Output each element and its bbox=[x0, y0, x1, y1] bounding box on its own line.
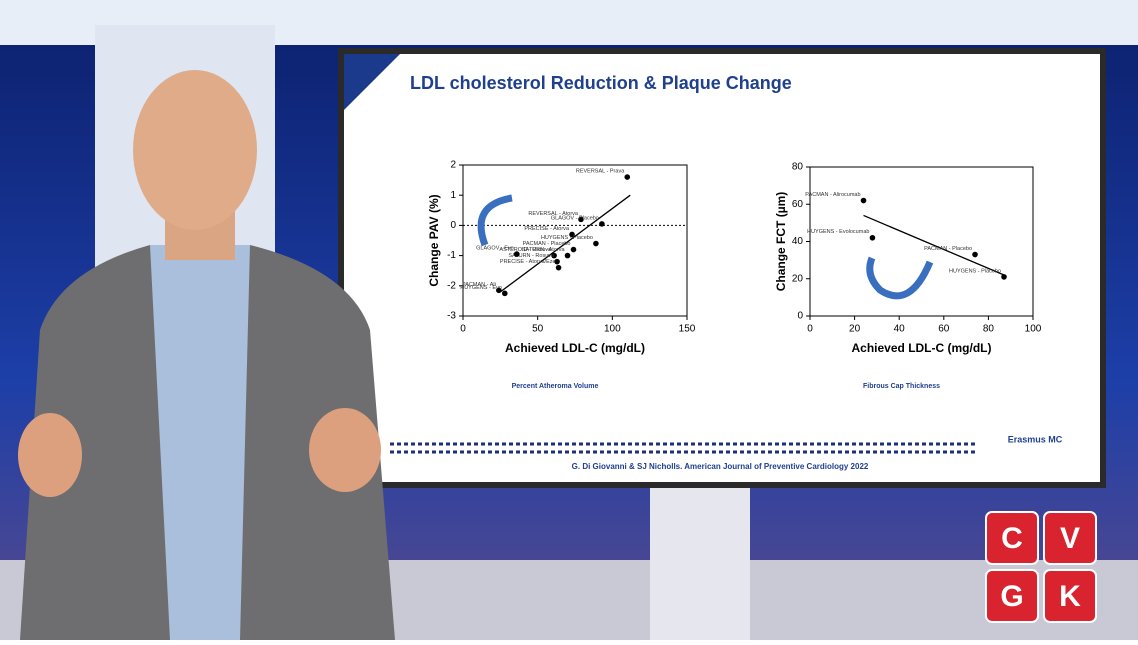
point-label: HUYGENS - Placebo bbox=[541, 235, 593, 241]
y-tick-label: 1 bbox=[450, 190, 456, 201]
brand-logo: C V G K bbox=[985, 511, 1097, 623]
data-point bbox=[551, 252, 557, 259]
point-label: SATURN - Rosuva bbox=[508, 253, 555, 259]
x-tick-label: 100 bbox=[604, 324, 621, 335]
slide-title: LDL cholesterol Reduction & Plaque Chang… bbox=[410, 73, 792, 93]
charts: 0 50 100 150 -3 -2 -1 0 1 2 Achieved LDL-C (mg/dL)… bbox=[427, 160, 1042, 390]
point-label: REVERSAL - Prava bbox=[576, 169, 625, 175]
x-tick-label: 0 bbox=[460, 324, 466, 335]
data-point bbox=[569, 231, 575, 238]
y-tick-label: 60 bbox=[792, 199, 804, 210]
point-label: PACMAN - Ali bbox=[462, 282, 496, 288]
x-tick-label: 20 bbox=[849, 324, 861, 335]
data-point bbox=[972, 251, 978, 258]
brand-letter: G bbox=[1000, 580, 1023, 613]
point-label: PRECISE - Atorva bbox=[524, 226, 570, 232]
data-point bbox=[1001, 274, 1007, 280]
point-label: HUYGENS - Placebo bbox=[949, 268, 1001, 274]
brand-letter: C bbox=[1001, 522, 1023, 555]
y-axis-label: Change PAV (%) bbox=[427, 194, 441, 286]
chart-subtitle: Fibrous Cap Thickness bbox=[863, 383, 940, 390]
brand-tile bbox=[985, 569, 1039, 623]
brand-letter: K bbox=[1059, 580, 1081, 613]
screen-stand bbox=[650, 488, 750, 640]
brand-tile bbox=[985, 511, 1039, 565]
data-point bbox=[496, 287, 502, 294]
plot-frame bbox=[462, 164, 688, 317]
data-point bbox=[555, 264, 562, 271]
y-tick-label: -2 bbox=[447, 280, 456, 291]
point-label: SATURN - Atorva bbox=[522, 247, 566, 253]
y-tick-label: 0 bbox=[450, 220, 456, 231]
point-label: PACMAN - Placebo bbox=[924, 246, 972, 252]
logo: Erasmus MC bbox=[1008, 434, 1063, 444]
y-axis-label: Change FCT (µm) bbox=[774, 192, 788, 292]
point-label: REVERSAL - Atorva bbox=[528, 211, 579, 217]
point-label: GLAGOV - Evo bbox=[476, 246, 514, 252]
point-label: GLAGOV - Placebo bbox=[551, 215, 599, 221]
shirt bbox=[150, 245, 250, 640]
hand bbox=[309, 408, 381, 492]
curved-arrow bbox=[866, 256, 934, 300]
y-tick-label: 80 bbox=[792, 162, 804, 173]
point-label: HUYGENS - Evolocumab bbox=[807, 229, 869, 235]
brand-tile bbox=[1043, 511, 1097, 565]
y-tick-label: 2 bbox=[450, 160, 456, 171]
data-point bbox=[578, 216, 584, 223]
fit-line bbox=[863, 214, 1005, 276]
data-point bbox=[624, 174, 631, 180]
data-point bbox=[513, 251, 520, 257]
x-tick-label: 80 bbox=[983, 324, 995, 335]
data-point bbox=[869, 234, 876, 241]
x-axis-label: Achieved LDL-C (mg/dL) bbox=[505, 341, 645, 355]
x-axis-label: Achieved LDL-C (mg/dL) bbox=[852, 341, 992, 355]
point-label: ASTEROID - Rosuva bbox=[499, 247, 552, 253]
x-tick-label: 60 bbox=[938, 324, 950, 335]
y-tick-label: 40 bbox=[792, 236, 804, 247]
x-tick-label: 100 bbox=[1025, 324, 1042, 335]
data-point bbox=[593, 240, 599, 247]
data-point bbox=[599, 221, 605, 227]
data-point bbox=[502, 290, 508, 297]
point-label: HUYGENS - Evo bbox=[460, 285, 502, 291]
point-label: PACMAN - Placebo bbox=[523, 241, 571, 247]
brand-letter: V bbox=[1060, 522, 1080, 555]
head bbox=[133, 70, 257, 230]
x-tick-label: 150 bbox=[679, 324, 696, 335]
point-label: PRECISE - Atorva/Eze bbox=[500, 259, 556, 265]
y-tick-label: -1 bbox=[447, 250, 456, 261]
slide-corner bbox=[344, 54, 400, 110]
citation: G. Di Giovanni & SJ Nicholls. American J… bbox=[572, 462, 869, 471]
curved-arrow bbox=[477, 194, 513, 247]
slide bbox=[344, 54, 1100, 482]
y-tick-label: -3 bbox=[447, 311, 456, 322]
x-tick-label: 40 bbox=[894, 324, 906, 335]
data-point bbox=[860, 197, 867, 204]
x-tick-label: 0 bbox=[807, 324, 813, 335]
fit-line bbox=[499, 194, 631, 293]
presenter bbox=[18, 70, 395, 640]
data-point bbox=[570, 246, 577, 253]
data-point bbox=[554, 258, 560, 265]
brand-tile bbox=[1043, 569, 1097, 623]
data-point bbox=[564, 252, 571, 259]
y-tick-label: 20 bbox=[792, 273, 804, 284]
x-tick-label: 50 bbox=[532, 324, 544, 335]
hand bbox=[18, 413, 82, 497]
chart-subtitle: Percent Atheroma Volume bbox=[512, 383, 599, 390]
point-label: PACMAN - Alirocumab bbox=[805, 192, 860, 198]
y-tick-label: 0 bbox=[797, 311, 803, 322]
